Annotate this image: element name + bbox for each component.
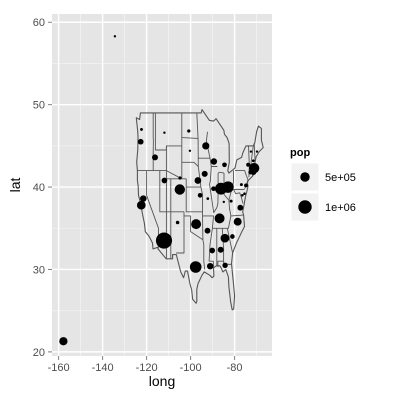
city-point bbox=[246, 162, 251, 167]
city-point bbox=[243, 192, 246, 195]
state-border bbox=[181, 137, 199, 139]
city-point bbox=[175, 220, 180, 225]
city-point bbox=[239, 183, 243, 187]
city-point bbox=[217, 246, 224, 253]
minor-gridlines bbox=[52, 14, 272, 356]
state-border bbox=[209, 166, 218, 184]
city-point bbox=[233, 217, 242, 226]
legend-title: pop bbox=[290, 147, 310, 159]
city-point bbox=[152, 154, 158, 161]
city-point bbox=[211, 186, 216, 192]
state-border bbox=[196, 112, 206, 270]
city-point bbox=[222, 262, 228, 268]
city-point bbox=[161, 177, 168, 184]
y-tick-label: 60 bbox=[33, 17, 45, 29]
x-tick-label: -140 bbox=[92, 362, 114, 374]
plot-panel bbox=[52, 14, 272, 356]
legend-label: 1e+06 bbox=[325, 202, 356, 214]
y-tick-label: 40 bbox=[33, 182, 45, 194]
x-tick-label: -80 bbox=[227, 362, 243, 374]
state-border bbox=[235, 170, 249, 180]
city-point bbox=[249, 162, 260, 174]
y-tick-label: 30 bbox=[33, 264, 45, 276]
city-point bbox=[204, 227, 211, 234]
city-point bbox=[201, 170, 208, 177]
legend-symbol bbox=[300, 172, 310, 182]
city-point bbox=[249, 150, 253, 153]
city-point bbox=[206, 262, 214, 270]
y-axis-title: lat bbox=[7, 178, 23, 193]
city-point bbox=[222, 162, 227, 168]
city-point bbox=[237, 204, 244, 211]
y-axis: 20 30 40 50 60 bbox=[33, 17, 52, 359]
state-border bbox=[226, 228, 233, 253]
state-border bbox=[181, 161, 199, 167]
state-border bbox=[154, 112, 182, 151]
city-point bbox=[241, 194, 244, 197]
state-border bbox=[223, 194, 232, 216]
state-border bbox=[253, 143, 256, 162]
y-tick-label: 20 bbox=[33, 347, 45, 359]
city-point bbox=[59, 337, 68, 346]
city-point bbox=[113, 35, 117, 38]
legend: pop 5e+05 1e+06 bbox=[290, 147, 356, 222]
city-point bbox=[194, 177, 202, 184]
x-tick-label: -120 bbox=[136, 362, 158, 374]
city-point bbox=[174, 184, 185, 195]
city-point bbox=[244, 183, 248, 188]
state-border bbox=[205, 131, 211, 159]
panel-background bbox=[52, 14, 272, 356]
city-point bbox=[220, 233, 230, 243]
state-border bbox=[184, 215, 204, 241]
city-point bbox=[214, 213, 225, 224]
state-border bbox=[159, 170, 184, 213]
state-border bbox=[212, 214, 244, 229]
y-tick-label: 50 bbox=[33, 100, 45, 112]
city-point bbox=[209, 247, 216, 254]
x-tick-label: -160 bbox=[48, 362, 70, 374]
city-points bbox=[59, 35, 260, 346]
state-border bbox=[202, 215, 214, 268]
us-outline bbox=[135, 109, 264, 311]
city-point bbox=[178, 176, 182, 180]
state-border bbox=[217, 171, 225, 174]
state-border bbox=[233, 189, 244, 204]
city-point bbox=[222, 200, 225, 204]
legend-key bbox=[290, 192, 320, 222]
city-point bbox=[206, 197, 210, 200]
x-axis: -160 -140 -120 -100 -80 bbox=[48, 356, 243, 374]
city-point bbox=[202, 142, 210, 150]
state-border bbox=[185, 187, 203, 213]
city-point bbox=[140, 195, 147, 202]
legend-label: 5e+05 bbox=[325, 172, 356, 184]
city-point bbox=[191, 219, 202, 230]
major-gridlines bbox=[52, 14, 272, 356]
city-point bbox=[188, 149, 192, 152]
city-point bbox=[187, 129, 191, 133]
city-point bbox=[155, 232, 173, 249]
x-tick-label: -100 bbox=[180, 362, 202, 374]
city-point bbox=[163, 131, 166, 134]
city-point bbox=[210, 158, 218, 165]
state-border bbox=[228, 170, 234, 201]
us-state-map bbox=[135, 109, 264, 311]
city-point bbox=[222, 181, 234, 193]
x-axis-title: long bbox=[149, 373, 175, 389]
legend-symbol bbox=[298, 200, 312, 214]
city-point bbox=[229, 199, 233, 203]
state-border bbox=[250, 145, 254, 165]
city-point bbox=[251, 159, 255, 163]
city-point bbox=[189, 261, 202, 273]
city-point bbox=[197, 192, 203, 198]
city-point bbox=[140, 127, 143, 131]
city-point bbox=[136, 200, 146, 210]
city-point bbox=[255, 150, 259, 153]
city-point bbox=[137, 138, 144, 145]
city-point bbox=[230, 234, 235, 239]
state-border bbox=[176, 211, 185, 254]
